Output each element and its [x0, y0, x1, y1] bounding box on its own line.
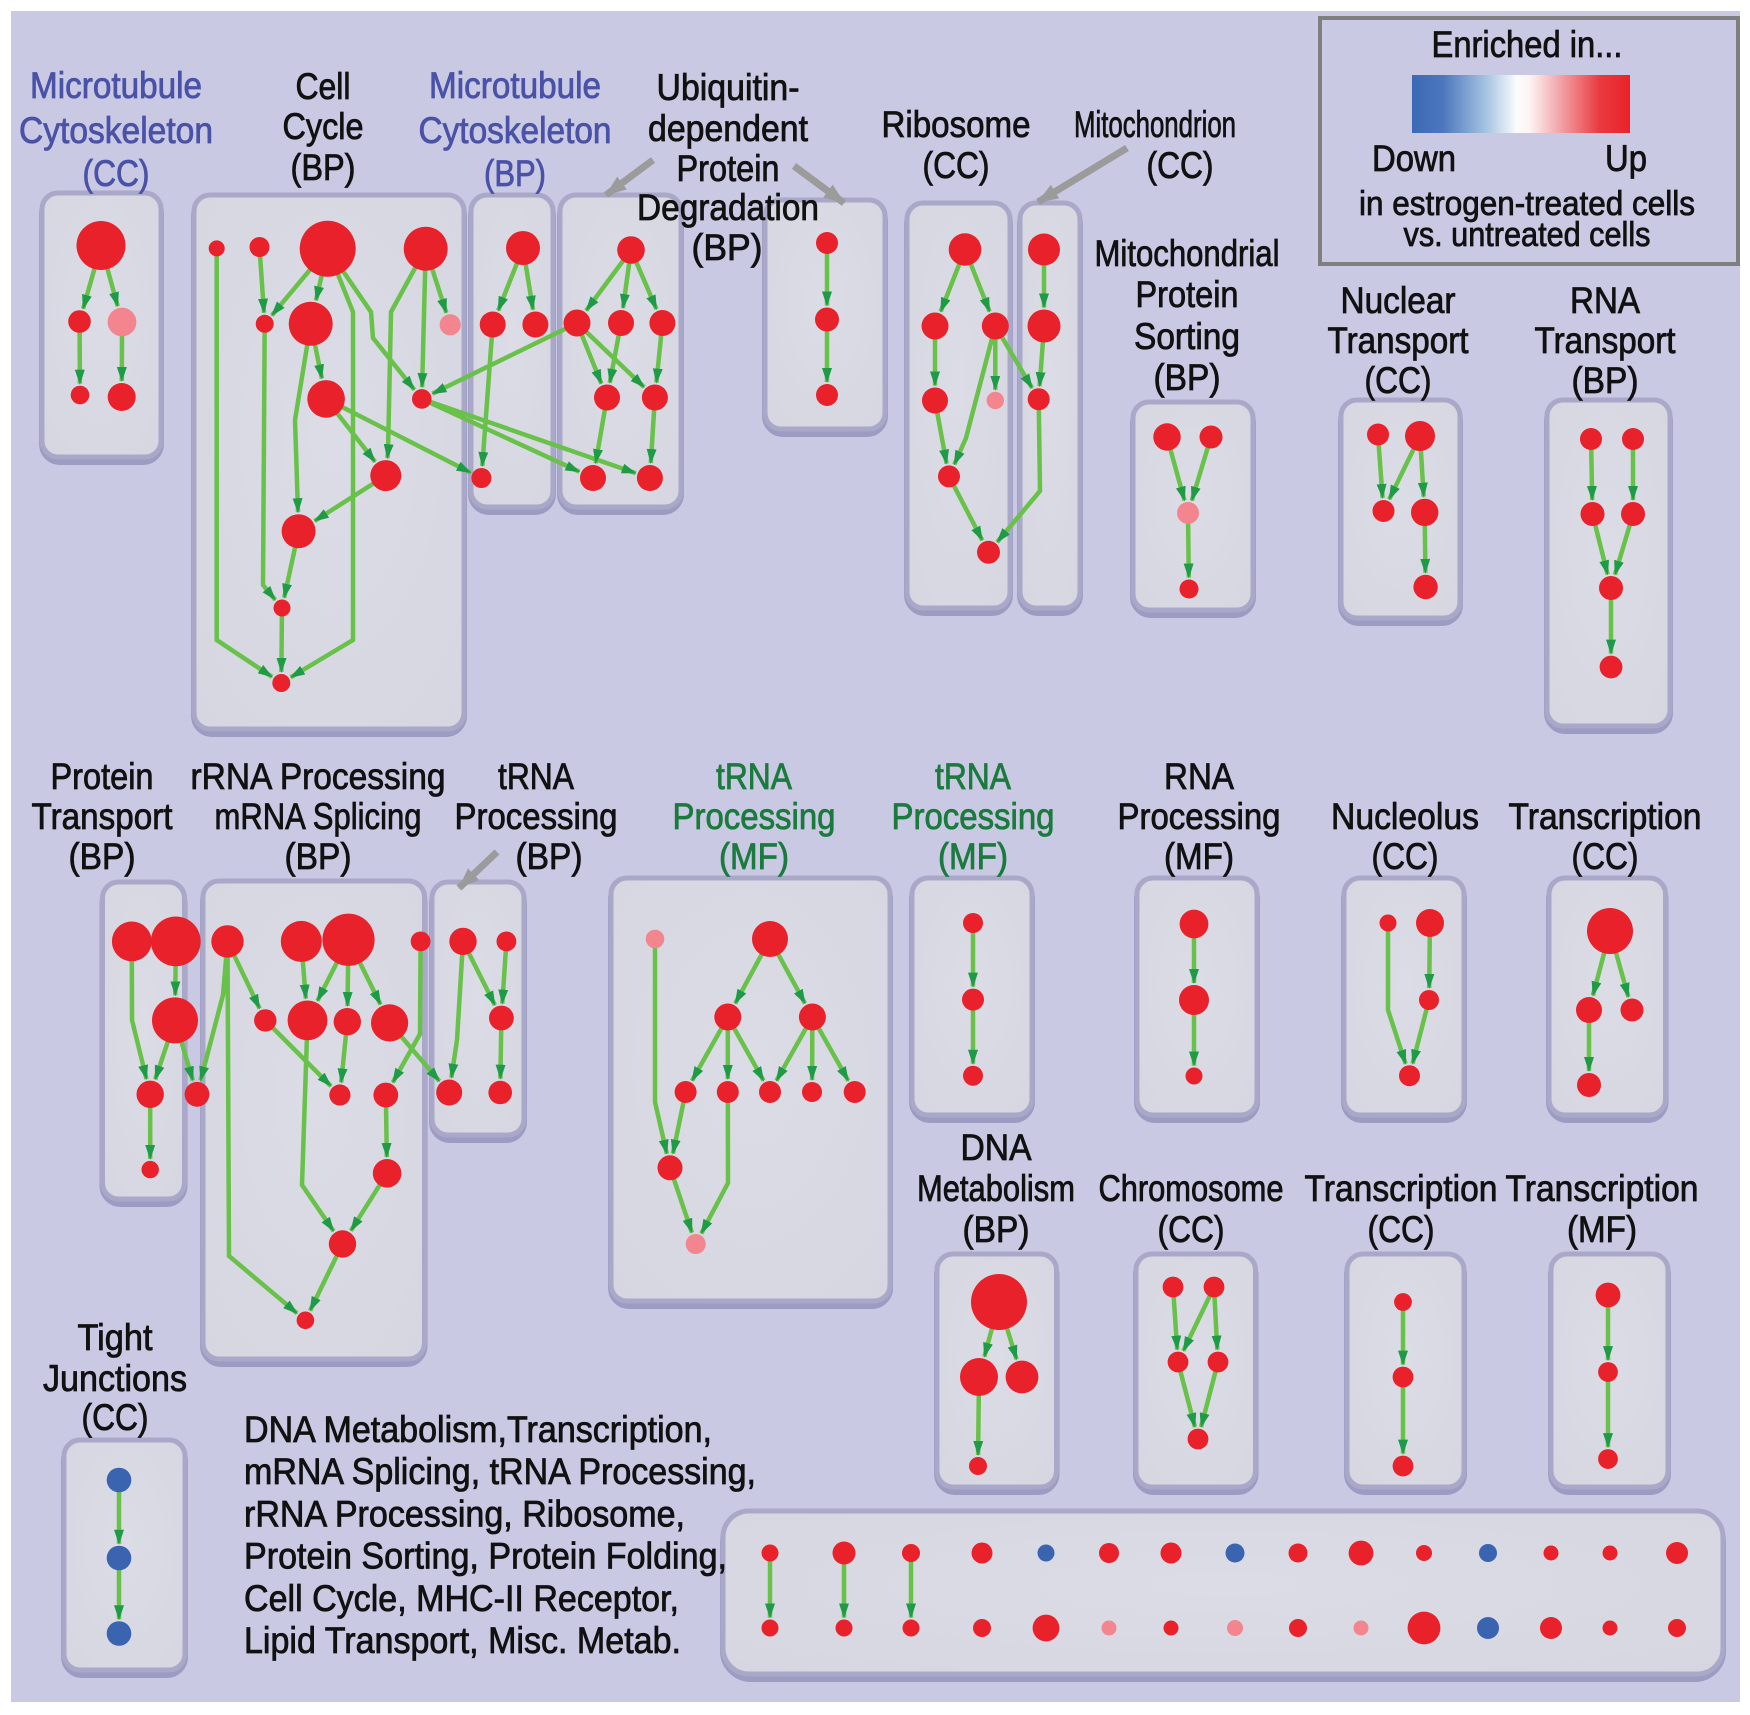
svg-text:Transport: Transport [1535, 320, 1677, 361]
svg-text:(MF): (MF) [938, 836, 1008, 877]
svg-text:dependent: dependent [648, 108, 809, 149]
svg-text:tRNA: tRNA [716, 756, 792, 797]
svg-text:Transport: Transport [32, 796, 174, 837]
svg-text:rRNA Processing, Ribosome,: rRNA Processing, Ribosome, [244, 1493, 685, 1534]
svg-text:Transcription: Transcription [1506, 1168, 1699, 1209]
svg-text:Tight: Tight [78, 1317, 154, 1358]
svg-text:Cell Cycle, MHC-II Receptor,: Cell Cycle, MHC-II Receptor, [244, 1578, 679, 1619]
svg-text:(CC): (CC) [1158, 1209, 1225, 1250]
svg-text:tRNA: tRNA [935, 756, 1011, 797]
svg-text:Up: Up [1605, 138, 1647, 179]
svg-text:Down: Down [1372, 138, 1456, 179]
svg-text:Ribosome: Ribosome [882, 104, 1031, 145]
svg-text:Protein Sorting, Protein Foldi: Protein Sorting, Protein Folding, [244, 1536, 727, 1577]
svg-text:(CC): (CC) [1147, 145, 1214, 186]
svg-text:Mitochondrial: Mitochondrial [1095, 233, 1280, 274]
svg-text:mRNA Splicing: mRNA Splicing [215, 796, 422, 837]
svg-text:DNA Metabolism,Transcription,: DNA Metabolism,Transcription, [244, 1409, 712, 1450]
svg-text:(MF): (MF) [1567, 1209, 1637, 1250]
svg-text:(MF): (MF) [1164, 836, 1234, 877]
svg-text:Cycle: Cycle [283, 106, 364, 147]
svg-text:Transcription: Transcription [1305, 1168, 1498, 1209]
svg-text:Nucleolus: Nucleolus [1331, 796, 1479, 837]
svg-text:(CC): (CC) [83, 153, 150, 194]
svg-text:vs. untreated cells: vs. untreated cells [1404, 216, 1651, 254]
svg-text:rRNA Processing: rRNA Processing [191, 756, 446, 797]
svg-text:Ubiquitin-: Ubiquitin- [657, 67, 800, 108]
svg-text:RNA: RNA [1164, 756, 1234, 797]
svg-text:Sorting: Sorting [1134, 316, 1240, 357]
svg-text:(CC): (CC) [82, 1397, 149, 1438]
svg-text:Metabolism: Metabolism [917, 1168, 1075, 1209]
svg-text:Degradation: Degradation [637, 187, 819, 228]
svg-text:(BP): (BP) [69, 836, 136, 877]
svg-text:Cytoskeleton: Cytoskeleton [419, 110, 612, 151]
svg-text:DNA: DNA [961, 1127, 1032, 1168]
svg-text:(CC): (CC) [1572, 836, 1639, 877]
svg-text:(BP): (BP) [291, 147, 356, 188]
svg-text:Mitochondrion: Mitochondrion [1074, 104, 1236, 145]
svg-text:(BP): (BP) [285, 836, 352, 877]
svg-text:Enriched in...: Enriched in... [1432, 24, 1623, 65]
svg-text:Protein: Protein [677, 148, 780, 189]
svg-text:(BP): (BP) [484, 153, 546, 194]
svg-text:Transcription: Transcription [1509, 796, 1702, 837]
svg-text:(BP): (BP) [516, 836, 583, 877]
svg-text:Junctions: Junctions [43, 1358, 187, 1399]
svg-text:RNA: RNA [1570, 280, 1640, 321]
svg-text:Chromosome: Chromosome [1099, 1168, 1284, 1209]
svg-text:in estrogen-treated cells: in estrogen-treated cells [1359, 185, 1695, 223]
svg-text:Processing: Processing [455, 796, 618, 837]
svg-text:(MF): (MF) [719, 836, 789, 877]
svg-text:(CC): (CC) [1365, 360, 1432, 401]
svg-text:Microtubule: Microtubule [30, 65, 202, 106]
svg-text:Cytoskeleton: Cytoskeleton [19, 110, 213, 151]
svg-text:(BP): (BP) [963, 1209, 1030, 1250]
svg-text:Protein: Protein [51, 756, 154, 797]
svg-text:Processing: Processing [1118, 796, 1281, 837]
svg-text:Transport: Transport [1328, 320, 1470, 361]
svg-text:Lipid Transport, Misc. Metab.: Lipid Transport, Misc. Metab. [244, 1620, 681, 1661]
svg-text:Processing: Processing [673, 796, 836, 837]
svg-text:(CC): (CC) [923, 145, 990, 186]
svg-text:Cell: Cell [296, 66, 351, 107]
svg-text:(CC): (CC) [1372, 836, 1439, 877]
svg-text:(BP): (BP) [1572, 360, 1639, 401]
svg-text:tRNA: tRNA [498, 756, 574, 797]
svg-text:(BP): (BP) [692, 227, 763, 268]
svg-text:Processing: Processing [892, 796, 1055, 837]
svg-text:Protein: Protein [1136, 274, 1239, 315]
svg-text:(BP): (BP) [1154, 357, 1221, 398]
svg-text:Nuclear: Nuclear [1341, 280, 1456, 321]
svg-text:(CC): (CC) [1368, 1209, 1435, 1250]
svg-text:mRNA Splicing, tRNA Processing: mRNA Splicing, tRNA Processing, [244, 1451, 756, 1492]
svg-text:Microtubule: Microtubule [429, 65, 601, 106]
